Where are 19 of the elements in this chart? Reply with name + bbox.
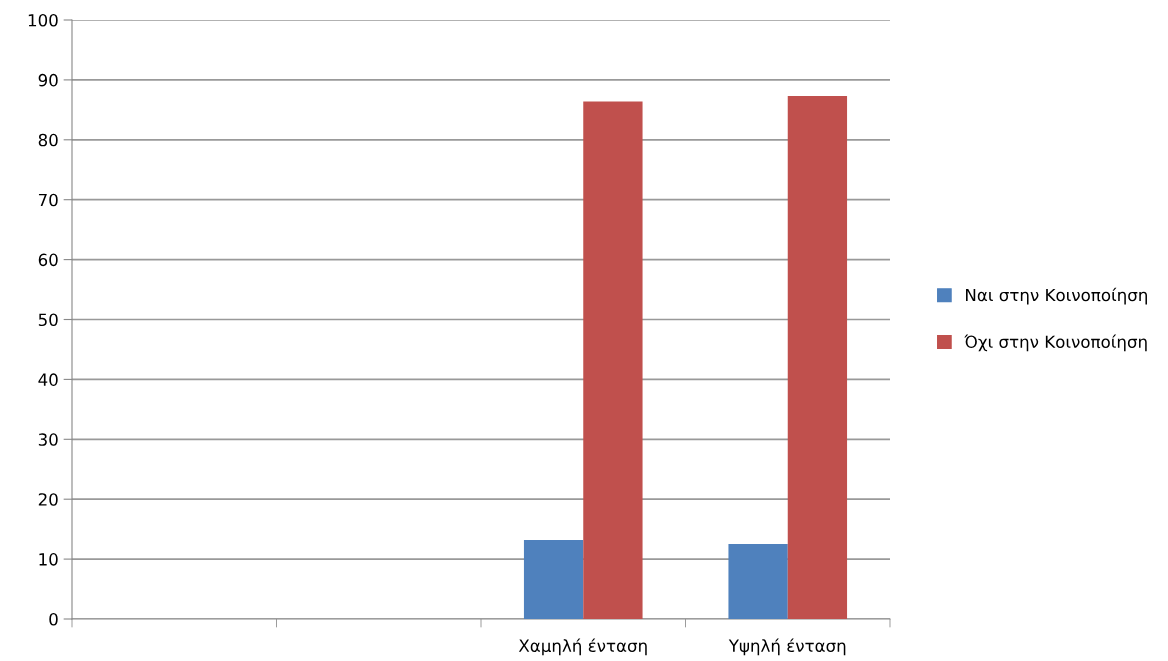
y-tick-label: 70	[38, 193, 58, 207]
legend-label: Ναι στην Κοινοποίηση	[966, 287, 1147, 305]
bar	[583, 101, 643, 619]
bar	[728, 544, 788, 619]
legend-label: Όχι στην Κοινοποίηση	[964, 334, 1147, 352]
x-tick-label: Υψηλή ένταση	[728, 638, 846, 656]
y-tick-label: 80	[38, 133, 58, 147]
y-tick-label: 20	[38, 493, 58, 506]
bar	[523, 539, 584, 619]
y-tick-label: 0	[49, 612, 58, 626]
y-tick-label: 60	[38, 253, 58, 267]
x-tick-label: Χαμηλή ένταση	[518, 638, 647, 656]
y-tick-label: 100	[28, 13, 58, 27]
y-tick-label: 40	[38, 373, 58, 386]
y-tick-label: 30	[38, 433, 58, 446]
bar	[787, 96, 848, 619]
y-tick-label: 10	[39, 553, 58, 566]
y-tick-label: 50	[38, 313, 58, 327]
y-tick-label: 90	[38, 73, 58, 87]
